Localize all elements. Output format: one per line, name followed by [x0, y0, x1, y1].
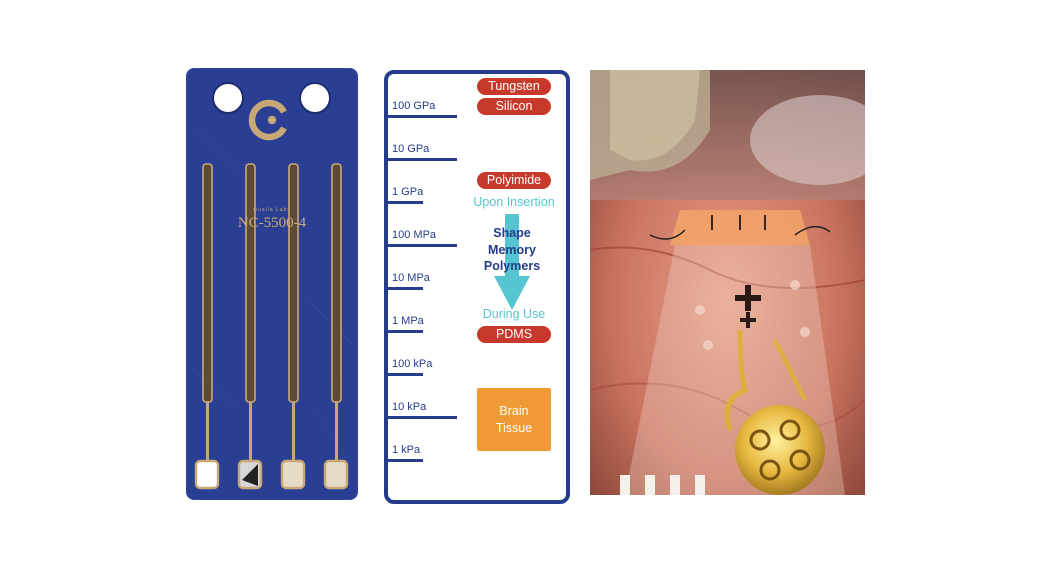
probe-drawing — [190, 82, 357, 490]
tick-label: 100 MPa — [392, 229, 437, 241]
arrow-down-icon — [494, 214, 530, 310]
tick-label: 1 MPa — [392, 315, 424, 327]
material-pdms: PDMS — [477, 326, 551, 343]
surgical-photo-illustration — [590, 70, 865, 495]
smp-line: Shape — [493, 226, 531, 240]
tick-line — [388, 115, 457, 118]
tick-label: 10 kPa — [392, 401, 427, 413]
implant-photo — [590, 70, 865, 495]
during-use-label: During Use — [482, 307, 546, 321]
tick-line — [388, 287, 423, 290]
qualia-logo-icon — [248, 99, 287, 141]
tick-line — [388, 158, 457, 161]
tick-line — [388, 201, 423, 204]
brain-line: Tissue — [495, 420, 533, 435]
tick-line — [388, 416, 457, 419]
neural-probe-card: Qualia Labs NC-5500-4 — [186, 68, 358, 500]
card-texture — [190, 127, 357, 459]
tick-line — [388, 244, 457, 247]
tick-line — [388, 373, 423, 376]
tick-label: 1 kPa — [392, 444, 421, 456]
material-tungsten: Tungsten — [477, 78, 551, 95]
material-silicon: Silicon — [477, 98, 551, 115]
model-label: NC-5500-4 — [237, 215, 307, 231]
stiffness-scale-panel: 100 GPa 10 GPa 1 GPa 100 MPa 10 MPa 1 MP… — [384, 70, 570, 504]
tick-label: 100 GPa — [392, 100, 436, 112]
tick-label: 10 MPa — [392, 272, 430, 284]
probe-shanks — [194, 163, 349, 490]
brain-line: Brain — [499, 403, 529, 418]
tick-label: 10 GPa — [392, 143, 430, 155]
tick-label: 100 kPa — [392, 358, 433, 370]
tick-label: 1 GPa — [392, 186, 424, 198]
brain-tissue-box: Brain Tissue — [477, 388, 551, 451]
tick-line — [388, 459, 423, 462]
material-polyimide: Polyimide — [477, 172, 551, 189]
smp-line: Polymers — [483, 259, 541, 273]
upon-insertion-label: Upon Insertion — [473, 195, 555, 209]
smp-line: Memory — [488, 242, 536, 257]
brand-label: Qualia Labs — [253, 207, 291, 213]
shape-memory-polymers-label: Shape Memory Polymers — [472, 225, 552, 275]
mount-hole-left — [212, 82, 244, 114]
tick-line — [388, 330, 423, 333]
mount-hole-right — [299, 82, 331, 114]
